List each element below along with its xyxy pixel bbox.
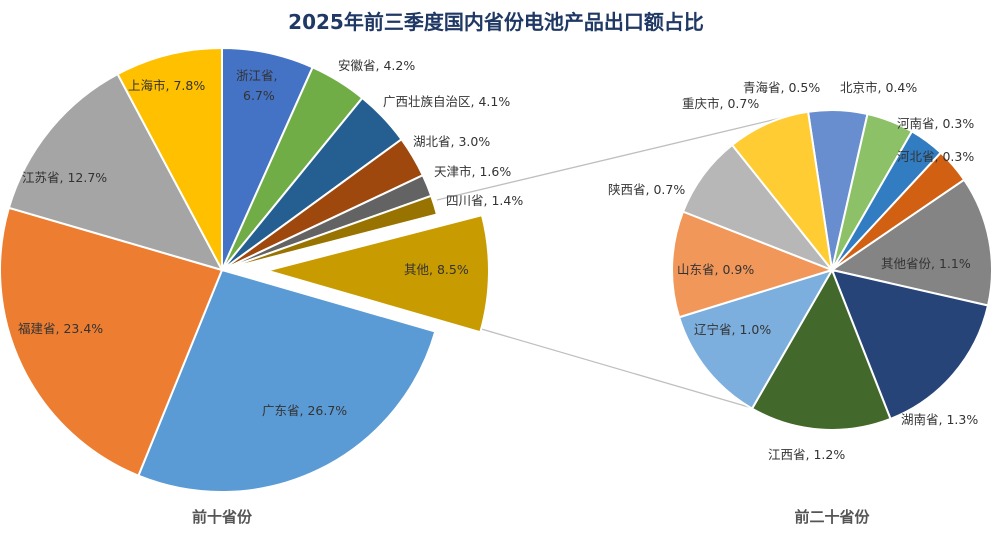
data-label: 江西省, 1.2%	[768, 447, 845, 462]
data-label: 北京市, 0.4%	[840, 80, 917, 95]
data-label: 广西壮族自治区, 4.1%	[383, 94, 510, 109]
secondary-pie-caption: 前二十省份	[794, 508, 870, 526]
data-label: 浙江省, 6.7%	[236, 68, 277, 103]
pie-slice-重庆市	[730, 110, 834, 274]
main-pie-caption: 前十省份	[192, 508, 253, 526]
connector-line-bottom	[477, 327, 753, 409]
data-label: 陕西省, 0.7%	[608, 182, 685, 197]
data-label: 辽宁省, 1.0%	[694, 322, 771, 337]
pie-slice-上海市	[116, 46, 223, 271]
data-label: 重庆市, 0.7%	[682, 96, 759, 111]
pie-slice-四川省	[221, 194, 439, 271]
data-label: 其他省份, 1.1%	[881, 256, 971, 271]
data-label: 其他, 8.5%	[404, 262, 469, 277]
secondary-pie	[671, 109, 993, 431]
data-label: 上海市, 7.8%	[128, 78, 205, 93]
data-labels: 浙江省, 6.7% 安徽省, 4.2% 广西壮族自治区, 4.1% 湖北省, 3.0% 天…	[18, 58, 978, 462]
pie-slice-广东省	[137, 268, 437, 493]
data-label: 福建省, 23.4%	[18, 321, 103, 336]
pie-slice-湖南省	[830, 268, 990, 421]
pie-slice-江西省	[750, 267, 892, 431]
main-pie	[0, 46, 490, 493]
data-label: 山东省, 0.9%	[677, 262, 754, 277]
pie-slice-福建省	[0, 206, 224, 477]
connector-lines	[436, 116, 786, 409]
data-label: 湖南省, 1.3%	[901, 412, 978, 427]
pie-slice-其他省份	[829, 178, 993, 307]
data-label: 河南省, 0.3%	[897, 116, 974, 131]
pie-slice-山东省	[671, 210, 836, 319]
data-label: 四川省, 1.4%	[446, 193, 523, 208]
data-label: 安徽省, 4.2%	[338, 58, 415, 73]
pie-slice-江苏省	[7, 72, 224, 272]
data-label: 江苏省, 12.7%	[22, 170, 107, 185]
chart-title: 2025年前三季度国内省份电池产品出口额占比	[288, 10, 704, 34]
connector-line-top	[436, 116, 786, 201]
data-label: 河北省, 0.3%	[897, 149, 974, 164]
pie-slice-辽宁省	[677, 268, 835, 410]
data-label: 天津市, 1.6%	[434, 164, 511, 179]
data-label: 湖北省, 3.0%	[413, 134, 490, 149]
data-label: 青海省, 0.5%	[743, 80, 820, 95]
pie-slice-其他	[263, 213, 490, 334]
data-label: 广东省, 26.7%	[262, 403, 347, 418]
